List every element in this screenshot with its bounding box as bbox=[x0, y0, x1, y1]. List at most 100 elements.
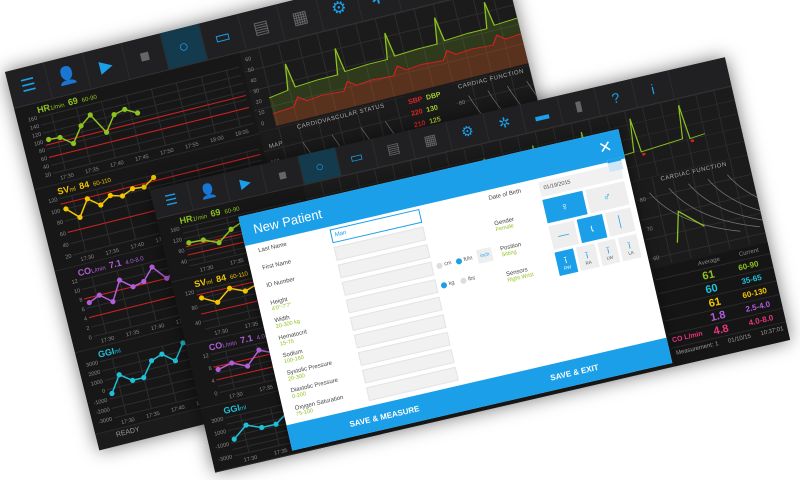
inch-button[interactable]: inch bbox=[475, 246, 494, 264]
gear-icon: ⚙ bbox=[459, 121, 476, 141]
info-icon: i bbox=[649, 80, 656, 97]
y-tick-label: 10 bbox=[258, 109, 265, 116]
y-tick-label: 8 bbox=[208, 366, 212, 373]
field-label: Height 4'0"-7'7" bbox=[270, 296, 292, 313]
data-point bbox=[141, 278, 147, 285]
data-point bbox=[129, 377, 136, 383]
y-tick-label: 60 bbox=[59, 231, 66, 238]
calendar-icon[interactable] bbox=[607, 157, 624, 173]
position-button-lying[interactable]: — bbox=[548, 220, 580, 250]
field-label: Last Name bbox=[258, 242, 288, 254]
y-tick-label: 120 bbox=[172, 237, 182, 245]
unit-radio-cm[interactable]: cm bbox=[435, 260, 452, 270]
data-point bbox=[164, 275, 170, 281]
sensor-button-lw[interactable]: ǐ LW bbox=[596, 238, 621, 267]
unit-radio-lbs[interactable]: lbs bbox=[459, 275, 476, 285]
sbp-header: SBP bbox=[407, 95, 424, 107]
data-point bbox=[129, 186, 136, 192]
person-icon: ǐ bbox=[584, 249, 590, 260]
data-point bbox=[122, 106, 128, 113]
x-tick-label: 17:30 bbox=[80, 254, 95, 263]
data-point bbox=[141, 184, 147, 190]
sensor-button-ra[interactable]: ǐ RA bbox=[575, 243, 600, 272]
grid-line bbox=[244, 4, 515, 73]
y-tick-label: 80 bbox=[459, 100, 466, 107]
reference-curve bbox=[707, 179, 768, 219]
y-tick-label: 4 bbox=[211, 378, 215, 385]
x-tick-label: 17:40 bbox=[110, 160, 125, 169]
reference-curve bbox=[688, 183, 768, 223]
data-point bbox=[228, 226, 234, 232]
grid-line bbox=[632, 154, 748, 182]
unit-radio-ftin[interactable]: ft/in bbox=[455, 255, 473, 265]
unit-radio-kg[interactable]: kg bbox=[440, 280, 455, 289]
bar-chart-icon: ▮ bbox=[572, 96, 585, 115]
menu-icon: ☰ bbox=[163, 190, 180, 209]
field-label-text: ID Number bbox=[265, 276, 296, 290]
limit-line bbox=[45, 94, 246, 146]
data-point bbox=[98, 202, 104, 208]
data-point bbox=[215, 366, 221, 373]
y-tick-label: 1000 bbox=[90, 379, 103, 388]
sitting-icon: ɩ bbox=[589, 222, 595, 235]
y-tick-label: 1000 bbox=[214, 429, 227, 438]
radio-label: lbs bbox=[467, 275, 476, 283]
sensor-button-la[interactable]: ǐ LA bbox=[618, 233, 642, 262]
grid-line bbox=[210, 287, 221, 326]
y-tick-label: 80 bbox=[639, 197, 646, 204]
gear-icon: ⚙ bbox=[329, 0, 349, 19]
data-point bbox=[116, 372, 122, 378]
summary-column-header bbox=[663, 306, 698, 314]
data-point bbox=[63, 206, 69, 212]
data-point bbox=[111, 112, 117, 118]
y-tick-label: 120 bbox=[185, 290, 195, 298]
y-tick-label: 80 bbox=[191, 305, 198, 312]
data-point bbox=[216, 240, 222, 246]
y-tick-label: 10 bbox=[74, 288, 81, 295]
grid-line bbox=[239, 414, 250, 453]
grid-line bbox=[111, 358, 127, 415]
summary-column-header bbox=[657, 279, 692, 287]
radio-label: ft/in bbox=[463, 255, 474, 264]
data-point bbox=[70, 140, 77, 147]
radio-indicator bbox=[459, 277, 468, 285]
grid-line bbox=[46, 98, 247, 150]
sensor-label: LA bbox=[627, 249, 635, 256]
standing-icon: │ bbox=[615, 215, 625, 229]
close-icon[interactable]: ✕ bbox=[597, 138, 614, 158]
y-tick-label: 50 bbox=[247, 67, 254, 74]
sensor-button-rw[interactable]: ǐ RW bbox=[554, 248, 579, 277]
x-tick-label: 17:30 bbox=[60, 173, 75, 182]
y-tick-label: 0 bbox=[88, 335, 92, 342]
grid-line bbox=[225, 350, 235, 390]
y-tick-label: 3000 bbox=[211, 416, 224, 425]
data-point bbox=[110, 299, 116, 305]
y-tick-label: 20 bbox=[65, 253, 72, 260]
date-of-birth-label: Date of Birth bbox=[488, 189, 522, 202]
data-point bbox=[231, 436, 237, 442]
sensor-label: RA bbox=[584, 259, 593, 266]
position-button-standing[interactable]: │ bbox=[604, 207, 636, 237]
play-icon: ▶ bbox=[238, 173, 253, 192]
grid-line bbox=[96, 189, 112, 246]
position-button-sitting[interactable]: ɩ bbox=[576, 213, 608, 244]
y-tick-label: 70 bbox=[646, 226, 653, 233]
reference-curve bbox=[668, 187, 760, 228]
grid-line bbox=[71, 195, 87, 252]
x-tick-label: 17:35 bbox=[85, 166, 100, 175]
document-icon: ▤ bbox=[251, 15, 272, 38]
data-point bbox=[172, 358, 179, 364]
female-icon: ♀ bbox=[559, 200, 571, 214]
data-point bbox=[84, 196, 90, 202]
user-search-icon: 👤 bbox=[54, 63, 80, 87]
x-tick-label: 17:35 bbox=[244, 321, 259, 330]
field-label-text: Last Name bbox=[257, 241, 288, 255]
grid-line bbox=[651, 176, 673, 263]
sensor-label: RW bbox=[563, 263, 572, 271]
y-tick-label: 4 bbox=[84, 316, 88, 323]
x-tick-label: 17:30 bbox=[229, 391, 244, 400]
data-point bbox=[151, 174, 157, 181]
grid-line bbox=[52, 123, 253, 174]
measurement-date: 01/10/15 bbox=[727, 333, 752, 345]
